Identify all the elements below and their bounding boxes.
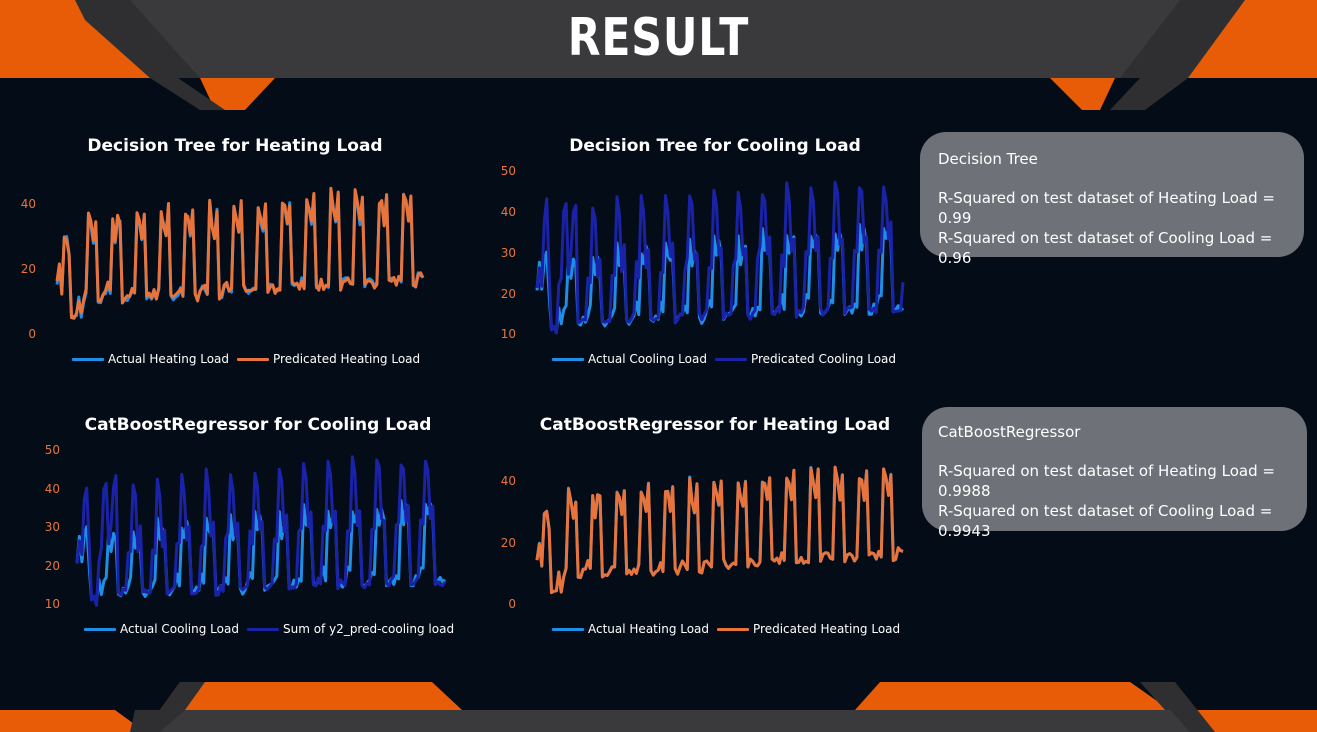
- bottom-orange-left-shape: [0, 710, 145, 732]
- legend-item: Sum of y2_pred-cooling load: [246, 622, 455, 636]
- legend-item: Actual Cooling Load: [552, 352, 707, 366]
- legend-dt-heating: Actual Heating Load Predicated Heating L…: [72, 352, 420, 366]
- legend-item: Predicated Heating Load: [237, 352, 420, 366]
- y-tick-label: 30: [500, 246, 516, 260]
- card-decision-tree: Decision Tree R-Squared on test dataset …: [920, 132, 1304, 267]
- legend-label: Sum of y2_pred-cooling load: [282, 622, 455, 636]
- legend-label: Predicated Heating Load: [273, 352, 421, 366]
- chart-title-dt-heating: Decision Tree for Heating Load: [87, 136, 383, 156]
- chart-title-dt-cooling: Decision Tree for Cooling Load: [569, 136, 861, 156]
- chart-cb-heating: [535, 465, 904, 595]
- y-tick-label: 40: [500, 205, 516, 219]
- series-line-predicated-cooling-load: [535, 180, 905, 335]
- legend-item: Actual Cooling Load: [84, 622, 239, 636]
- card-title: Decision Tree: [938, 150, 1038, 168]
- series-line-predicated-heating-load: [535, 465, 904, 595]
- legend-label: Predicated Heating Load: [753, 622, 901, 636]
- top-orange-right-wing: [1050, 78, 1115, 110]
- y-tick-label: 30: [44, 520, 60, 534]
- y-tick-label: 20: [500, 536, 516, 550]
- series-line-sum-of-y2-pred-cooling-load: [75, 455, 447, 607]
- card-metric-line: R-Squared on test dataset of Heating Loa…: [938, 462, 1275, 500]
- y-tick-label: 10: [500, 327, 516, 341]
- legend-item: Predicated Cooling Load: [714, 352, 897, 366]
- y-tick-label: 40: [500, 474, 516, 488]
- chart-dt-cooling: [535, 180, 905, 335]
- top-orange-left-wing: [200, 78, 275, 110]
- card-title: CatBoostRegressor: [938, 423, 1081, 441]
- bottom-orange-right-wing: [855, 682, 1170, 710]
- y-tick-label: 0: [28, 327, 36, 341]
- chart-title-cb-heating: CatBoostRegressor for Heating Load: [539, 415, 891, 435]
- y-tick-label: 20: [20, 262, 36, 276]
- y-tick-label: 40: [44, 482, 60, 496]
- legend-cb-heating: Actual Heating Load Predicated Heating L…: [552, 622, 900, 636]
- y-tick-label: 20: [500, 287, 516, 301]
- y-tick-label: 20: [44, 559, 60, 573]
- top-dark-center: [130, 0, 1180, 78]
- chart-dt-heating: [55, 186, 425, 320]
- bottom-dark-center: [160, 710, 1190, 732]
- y-tick-label: 0: [508, 597, 516, 611]
- y-tick-label: 40: [20, 197, 36, 211]
- series-line-predicated-heating-load: [55, 186, 425, 320]
- legend-swatch: [714, 357, 747, 361]
- card-metric-line: R-Squared on test dataset of Heating Loa…: [938, 189, 1275, 227]
- legend-cb-cooling: Actual Cooling Load Sum of y2_pred-cooli…: [84, 622, 454, 636]
- card-metric-line: R-Squared on test dataset of Cooling Loa…: [938, 502, 1273, 540]
- legend-label: Predicated Cooling Load: [750, 352, 897, 366]
- legend-swatch: [717, 627, 750, 631]
- y-tick-label: 50: [44, 443, 60, 457]
- legend-label: Actual Heating Load: [108, 352, 230, 366]
- chart-cb-cooling: [75, 455, 447, 607]
- y-tick-label: 10: [44, 597, 60, 611]
- legend-swatch: [72, 357, 104, 361]
- legend-swatch: [552, 357, 584, 361]
- legend-swatch: [237, 357, 270, 361]
- legend-swatch: [84, 627, 116, 631]
- legend-swatch: [246, 627, 279, 631]
- legend-item: Actual Heating Load: [72, 352, 229, 366]
- chart-title-cb-cooling: CatBoostRegressor for Cooling Load: [84, 415, 432, 435]
- bottom-orange-left-wing: [160, 682, 462, 710]
- card-catboost: CatBoostRegressor R-Squared on test data…: [922, 407, 1307, 540]
- y-tick-label: 50: [500, 164, 516, 178]
- legend-label: Actual Heating Load: [588, 622, 710, 636]
- legend-swatch: [552, 627, 584, 631]
- bottom-orange-right-shape: [1178, 710, 1317, 732]
- legend-item: Predicated Heating Load: [717, 622, 900, 636]
- legend-label: Actual Cooling Load: [120, 622, 239, 636]
- legend-dt-cooling: Actual Cooling Load Predicated Cooling L…: [552, 352, 896, 366]
- legend-label: Actual Cooling Load: [588, 352, 707, 366]
- page-title: RESULT: [567, 8, 750, 68]
- card-metric-line: R-Squared on test dataset of Cooling Loa…: [938, 229, 1273, 267]
- legend-item: Actual Heating Load: [552, 622, 709, 636]
